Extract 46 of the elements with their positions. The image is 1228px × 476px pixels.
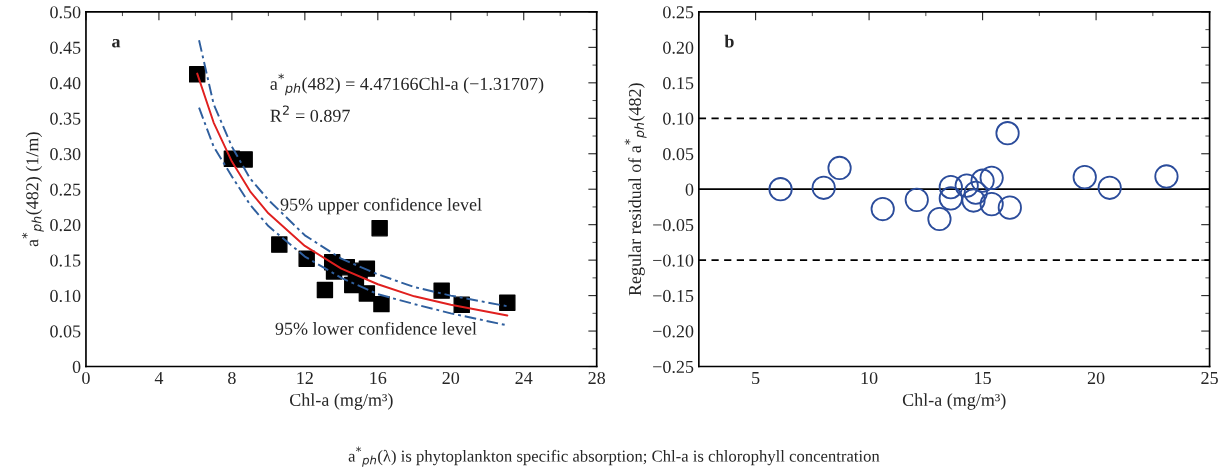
x-axis-title: Chl-a (mg/m³) xyxy=(902,393,1006,410)
x-tick-label: 0 xyxy=(82,371,90,385)
x-tick-label: 16 xyxy=(370,371,387,385)
y-tick-label: 0.35 xyxy=(50,112,81,125)
y-tick-label: 0.45 xyxy=(50,41,81,54)
x-tick-label: 24 xyxy=(515,371,533,384)
y-tick-label: 0.15 xyxy=(663,77,694,90)
y-tick-label: 0.25 xyxy=(663,6,694,19)
annotation: a xyxy=(112,38,121,48)
annotation: 95% upper confidence level xyxy=(280,197,482,215)
x-tick-label: 28 xyxy=(588,371,606,385)
annotation: b xyxy=(724,34,734,48)
y-tick-label: 0.10 xyxy=(663,112,694,125)
y-tick-label: −0.20 xyxy=(653,325,694,338)
annotation: a$^{*}$$_{ph}$(482) = 4.47166Chl-a (−1.31707) xyxy=(270,73,544,96)
y-tick-label: −0.05 xyxy=(653,218,694,232)
y-tick-label: 0.50 xyxy=(50,6,81,19)
annotation: R$^{2}$ = 0.897 xyxy=(270,105,350,122)
x-tick-label: 8 xyxy=(228,371,236,385)
x-tick-label: 4 xyxy=(154,372,164,384)
annotation: 95% lower confidence level xyxy=(275,321,477,335)
y-tick-label: 0 xyxy=(685,183,694,196)
y-tick-label: 0.30 xyxy=(50,148,81,161)
y-tick-label: 0.25 xyxy=(50,183,81,196)
text: a$^{*}$$_{ph}$(λ) is phytoplankton specific absorption; Chl-a is chlorophyll concentration xyxy=(348,446,880,467)
x-tick-label: 25 xyxy=(1201,371,1218,385)
y-tick-label: 0.15 xyxy=(50,254,81,267)
y-axis-title: Regular residual of a$^{*}$$_{ph}$(482) xyxy=(624,83,647,296)
y-axis-title: a$^{*}$$_{ph}$(482) (1/m) xyxy=(21,132,44,247)
y-tick-label: 0.05 xyxy=(50,325,81,338)
y-tick-label: 0.40 xyxy=(50,77,81,90)
x-tick-label: 5 xyxy=(752,372,760,385)
y-tick-label: 0.20 xyxy=(50,218,81,232)
x-tick-label: 15 xyxy=(975,371,991,385)
x-tick-label: 20 xyxy=(442,371,460,385)
y-tick-label: −0.25 xyxy=(653,360,694,374)
x-tick-label: 12 xyxy=(297,371,313,384)
x-tick-label: 10 xyxy=(861,371,878,385)
y-tick-label: 0.05 xyxy=(663,148,694,161)
y-tick-label: 0 xyxy=(72,360,81,373)
y-tick-label: −0.10 xyxy=(653,254,694,267)
y-tick-label: 0.10 xyxy=(50,289,81,303)
y-tick-label: 0.20 xyxy=(663,41,694,54)
x-axis-title: Chl-a (mg/m³) xyxy=(289,393,393,410)
x-tick-label: 20 xyxy=(1087,371,1105,385)
y-tick-label: −0.15 xyxy=(653,289,694,303)
